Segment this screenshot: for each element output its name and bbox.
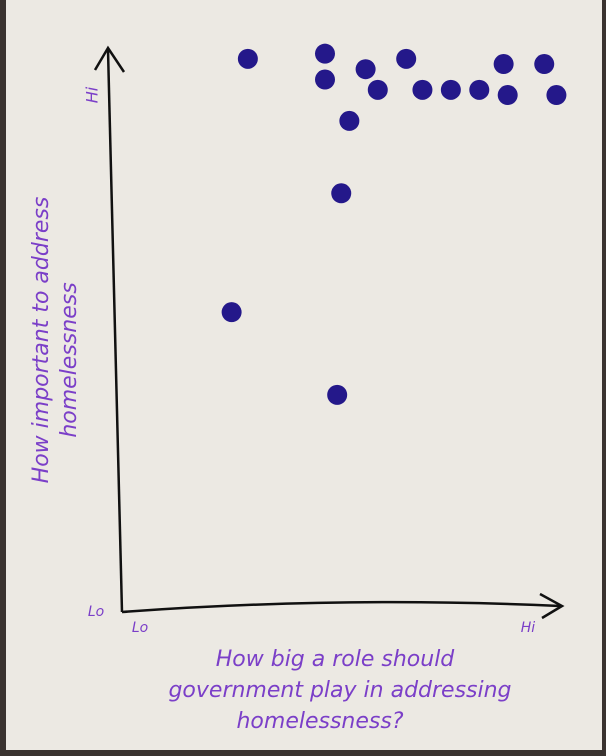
y-arrow [93, 45, 126, 73]
x-arrow [539, 592, 565, 620]
y-axis-title: How important to address [29, 197, 54, 484]
x-axis-title: homelessness? [236, 709, 403, 734]
dot [493, 54, 514, 75]
dot [315, 43, 335, 64]
dot [367, 79, 388, 100]
dot [355, 59, 376, 80]
y-axis-title: homelessness [57, 282, 82, 437]
x-axis [121, 600, 561, 614]
paper [6, 0, 602, 750]
dot [546, 85, 567, 106]
dot [221, 302, 242, 323]
x-tick-label: Hi [521, 620, 536, 636]
y-tick-label: Hi [83, 86, 102, 103]
dot [339, 110, 360, 131]
y-axis [106, 49, 124, 613]
y-tick-label: Lo [88, 604, 104, 620]
dot [534, 54, 555, 75]
dot [440, 79, 461, 100]
dot [315, 69, 335, 90]
x-axis-title: government play in addressing [168, 678, 511, 703]
dot [412, 79, 433, 100]
dot [469, 79, 490, 100]
dot [327, 384, 348, 405]
dot [237, 48, 258, 69]
dot [497, 85, 518, 106]
dot [396, 48, 417, 69]
x-tick-label: Lo [132, 620, 148, 636]
dot [331, 183, 352, 204]
x-axis-title: How big a role should [216, 647, 456, 672]
